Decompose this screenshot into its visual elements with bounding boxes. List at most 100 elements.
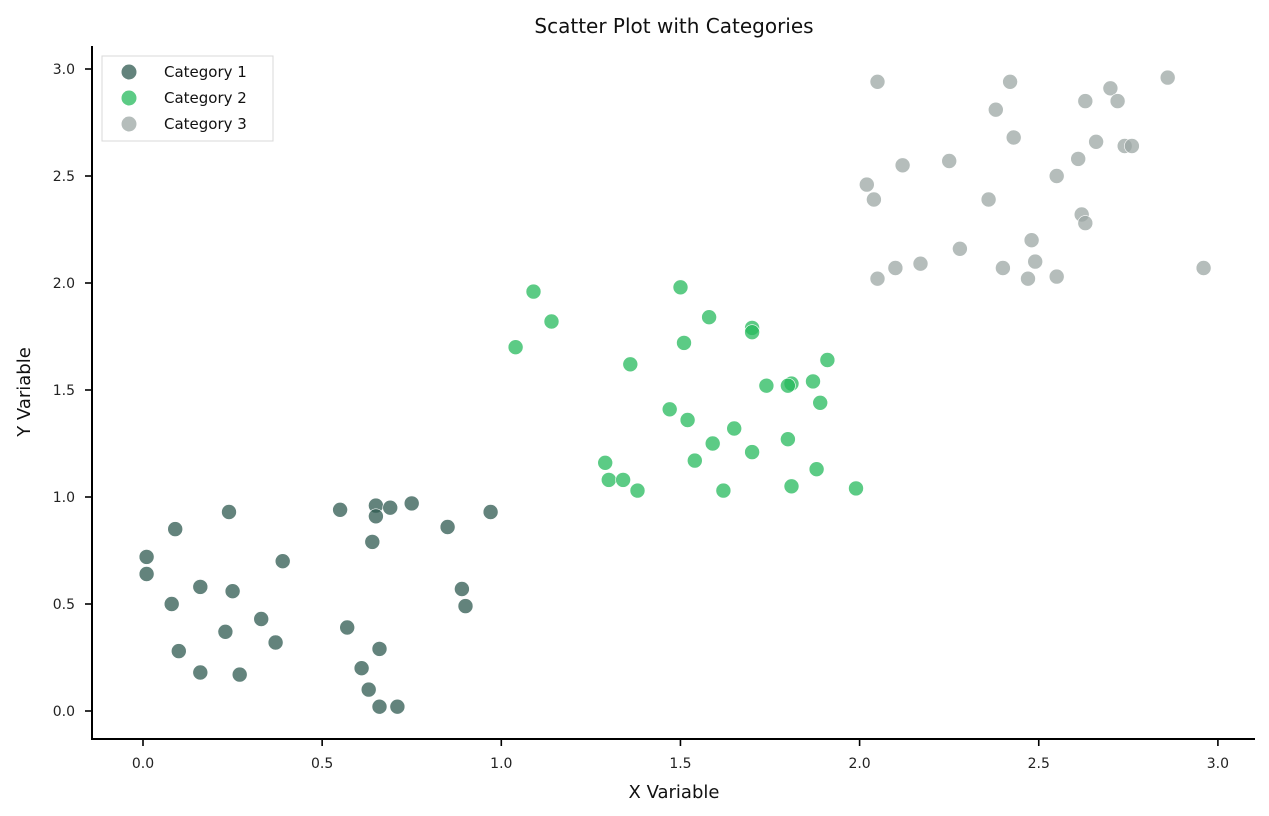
x-tick-label: 1.0 [490,756,512,772]
y-tick-label: 0.5 [53,597,75,613]
legend-label-category-3: Category 3 [164,115,247,133]
data-point-category-2 [819,352,836,368]
data-point-category-3 [1048,268,1065,285]
data-point-category-1 [389,698,406,715]
data-point-category-3 [987,101,1004,118]
data-point-category-1 [192,664,209,681]
data-point-category-3 [912,255,929,272]
y-tick-label: 2.5 [53,169,75,185]
data-point-category-1 [353,660,370,677]
data-point-category-3 [1102,80,1119,97]
data-point-category-1 [163,596,180,612]
data-point-category-2 [597,454,614,471]
data-point-category-2 [715,482,732,499]
data-point-category-1 [224,583,241,600]
x-tick-label: 0.5 [311,756,333,772]
x-tick-label: 0.0 [132,756,154,772]
data-point-category-2 [686,452,703,469]
data-point-category-3 [869,270,886,287]
legend-marker-category-3 [121,116,137,132]
data-point-category-1 [274,553,291,570]
y-tick-label: 1.0 [53,490,75,506]
y-axis-ticks: 0.0 0.5 1.0 1.5 2.0 2.5 3.0 [53,62,92,720]
data-point-category-1 [167,521,183,537]
data-point-category-3 [1159,69,1176,86]
data-point-category-2 [676,335,692,351]
data-point-category-3 [1109,93,1126,109]
data-point-category-3 [1002,74,1018,90]
data-point-category-3 [952,241,968,257]
y-tick-label: 3.0 [53,62,75,78]
data-point-category-2 [600,472,617,488]
data-point-category-3 [866,191,882,208]
x-tick-label: 2.0 [848,756,870,772]
data-point-category-1 [217,623,234,640]
data-point-category-1 [371,698,388,715]
data-point-category-2 [701,309,717,326]
points-layer [138,69,1212,715]
data-point-category-2 [812,394,829,411]
data-point-category-2 [780,377,796,394]
data-point-category-2 [780,431,796,448]
data-point-category-1 [403,495,420,512]
data-point-category-1 [253,611,270,627]
data-point-category-1 [360,681,377,698]
data-point-category-2 [679,412,696,428]
data-point-category-3 [941,153,958,169]
data-point-category-1 [371,641,388,657]
data-point-category-2 [661,401,678,418]
legend-marker-category-2 [121,90,137,106]
data-point-category-2 [744,324,760,341]
y-tick-label: 2.0 [53,276,75,292]
data-point-category-3 [1048,168,1065,184]
data-point-category-3 [1023,232,1040,248]
data-point-category-2 [629,482,646,499]
y-tick-label: 1.5 [53,383,75,399]
data-point-category-2 [848,480,864,497]
data-point-category-3 [1077,215,1094,231]
data-point-category-1 [267,634,284,651]
legend-marker-category-1 [121,64,137,80]
data-point-category-3 [980,191,997,208]
data-point-category-1 [138,566,155,582]
x-tick-label: 3.0 [1207,756,1229,772]
legend-label-category-1: Category 1 [164,63,247,81]
data-point-category-1 [382,499,399,516]
data-point-category-2 [507,339,524,356]
data-point-category-3 [995,260,1011,276]
data-point-category-3 [887,260,904,276]
data-point-category-3 [1088,134,1104,150]
data-point-category-1 [192,579,209,595]
data-point-category-1 [332,501,348,518]
data-point-category-3 [1020,270,1036,287]
data-point-category-2 [726,420,743,437]
data-point-category-2 [672,279,689,296]
data-point-category-1 [482,504,499,520]
data-point-category-2 [758,377,775,394]
x-axis-label: X Variable [629,782,720,803]
legend: Category 1 Category 2 Category 3 [101,55,274,142]
data-point-category-2 [622,356,639,373]
data-point-category-1 [171,643,187,659]
chart-title: Scatter Plot with Categories [534,14,813,38]
data-point-category-3 [1005,129,1022,146]
data-point-category-1 [439,519,456,535]
data-point-category-1 [368,508,384,525]
data-point-category-3 [1027,253,1043,270]
y-tick-label: 0.0 [53,704,75,720]
data-point-category-3 [869,74,886,90]
data-point-category-3 [1077,93,1094,109]
data-point-category-3 [1070,151,1086,167]
data-point-category-1 [221,504,237,520]
y-axis-label: Y Variable [14,347,35,438]
data-point-category-1 [339,619,356,636]
x-tick-label: 1.5 [669,756,691,772]
data-point-category-2 [808,461,825,478]
data-point-category-2 [525,283,542,300]
data-point-category-2 [704,435,721,452]
data-point-category-1 [454,581,470,597]
x-axis-ticks: 0.0 0.5 1.0 1.5 2.0 2.5 3.0 [132,739,1229,772]
data-point-category-2 [543,313,560,330]
legend-label-category-2: Category 2 [164,89,247,107]
